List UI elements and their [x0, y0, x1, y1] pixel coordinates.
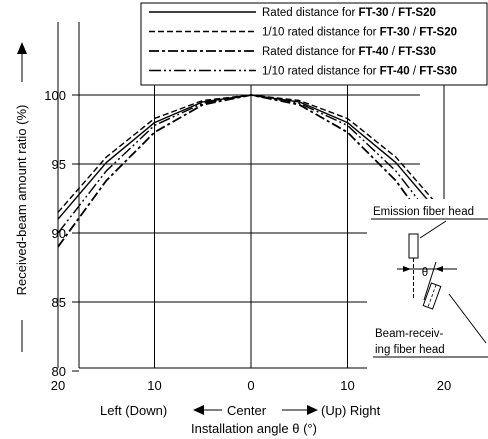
- theta-arrow-left-icon: [403, 266, 411, 272]
- legend-label-2: 1/10 rated distance for FT-30 / FT-S20: [262, 27, 457, 39]
- inset-box: [367, 199, 488, 371]
- series-group: [57, 94, 445, 248]
- y-tick-label: 90: [52, 226, 66, 241]
- direction-left: Left (Down): [100, 403, 167, 418]
- receiving-leader: [448, 293, 487, 344]
- legend-label-4: 1/10 rated distance for FT-40 / FT-S30: [262, 66, 457, 78]
- arrow-left-icon: [193, 405, 204, 415]
- theta-label: θ: [422, 267, 428, 279]
- emission-label: Emission fiber head: [373, 206, 474, 218]
- x-tick-label: 20: [51, 378, 65, 393]
- y-tick-label: 85: [52, 295, 66, 310]
- legend-label-3: Rated distance for FT-40 / FT-S30: [262, 46, 436, 58]
- y-tick-label: 80: [52, 364, 66, 379]
- x-tick-label: 10: [147, 378, 161, 393]
- y-tick-label: 100: [44, 88, 66, 103]
- inset-diagram: Emission fiber head θ Beam-receiv- ing f…: [367, 199, 488, 371]
- receiving-label-line1: Beam-receiv-: [375, 328, 444, 340]
- receiving-head: [422, 282, 442, 310]
- x-tick-labels: 3020100102030: [51, 378, 451, 393]
- x-tick-label: 10: [340, 378, 354, 393]
- y-tick-label: 95: [52, 157, 66, 172]
- legend-label-1: Rated distance for FT-30 / FT-S20: [262, 7, 436, 19]
- legend: Rated distance for FT-30 / FT-S20 1/10 ra…: [140, 2, 488, 86]
- y-axis-title-group: Received-beam amount ratio (%): [14, 42, 29, 352]
- arrow-right-icon: [307, 405, 318, 415]
- theta-arrow-right-icon: [435, 266, 443, 272]
- y-axis-title: Received-beam amount ratio (%): [14, 105, 29, 296]
- y-axis-arrow-icon: [17, 42, 27, 54]
- x-axis-title: Installation angle θ (°): [191, 421, 317, 436]
- y-tick-labels: 80 85 90 95 100: [44, 88, 79, 379]
- direction-right: (Up) Right: [321, 403, 381, 418]
- theta-ext-line: [423, 261, 437, 301]
- emission-head: [408, 233, 419, 259]
- legend-box: [140, 2, 488, 86]
- direction-labels: Left (Down) Center (Up) Right: [100, 403, 381, 418]
- receiving-label-line2: ing fiber head: [375, 344, 445, 356]
- direction-center: Center: [227, 403, 267, 418]
- series-line-4: [57, 94, 445, 234]
- x-tick-label: 0: [247, 378, 254, 393]
- x-tick-label: 20: [437, 378, 451, 393]
- emission-leader: [419, 220, 447, 239]
